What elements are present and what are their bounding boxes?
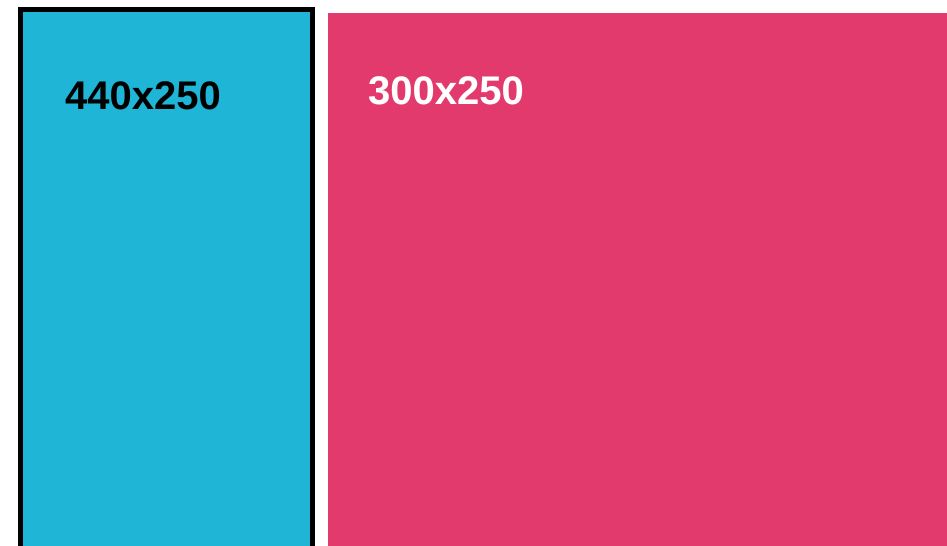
panel: 300x250 bbox=[328, 13, 947, 546]
panel: 440x250 bbox=[18, 7, 315, 546]
panel-label: 440x250 bbox=[65, 74, 221, 118]
panel-label: 300x250 bbox=[368, 69, 524, 113]
